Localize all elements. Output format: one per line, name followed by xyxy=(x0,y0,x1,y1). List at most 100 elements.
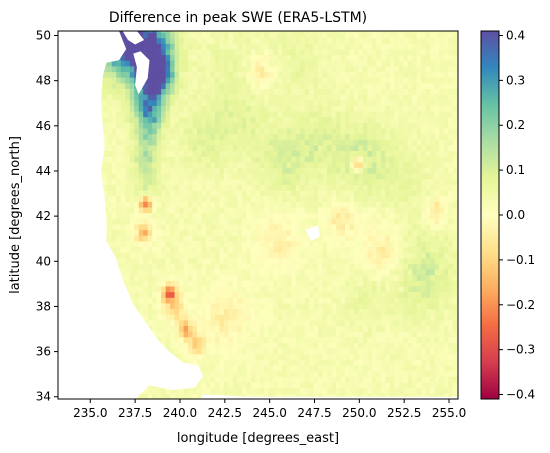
heatmap-cell xyxy=(223,195,229,202)
heatmap-cell xyxy=(434,150,440,157)
heatmap-cell xyxy=(264,376,270,383)
heatmap-cell xyxy=(152,274,158,281)
heatmap-cell xyxy=(403,116,409,123)
heatmap-cell xyxy=(443,184,449,191)
heatmap-cell xyxy=(416,111,422,118)
heatmap-cell xyxy=(407,286,413,293)
heatmap-cell xyxy=(179,229,184,236)
heatmap-cell xyxy=(188,82,193,89)
heatmap-cell xyxy=(241,195,247,202)
heatmap-cell xyxy=(165,218,171,225)
heatmap-cell xyxy=(152,161,158,168)
heatmap-cell xyxy=(367,218,373,225)
heatmap-cell xyxy=(452,167,458,174)
heatmap-cell xyxy=(295,99,301,106)
heatmap-cell xyxy=(380,291,386,298)
heatmap-cell xyxy=(201,257,207,264)
heatmap-cell xyxy=(241,365,247,372)
heatmap-cell xyxy=(345,150,350,157)
heatmap-cell xyxy=(138,207,144,214)
heatmap-cell xyxy=(161,150,167,157)
heatmap-cell xyxy=(188,178,193,185)
heatmap-cell xyxy=(223,224,229,231)
heatmap-cell xyxy=(129,105,135,112)
heatmap-cell xyxy=(255,393,261,399)
heatmap-cell xyxy=(304,280,310,287)
heatmap-cell xyxy=(179,269,184,276)
heatmap-cell xyxy=(138,229,144,236)
heatmap-cell xyxy=(165,88,171,95)
heatmap-cell xyxy=(300,359,306,366)
heatmap-cell xyxy=(246,145,252,152)
heatmap-cell xyxy=(147,150,153,157)
heatmap-cell xyxy=(434,336,440,343)
heatmap-cell xyxy=(452,201,458,208)
heatmap-cell xyxy=(380,116,386,123)
heatmap-cell xyxy=(421,190,427,197)
heatmap-cell xyxy=(367,280,373,287)
heatmap-cell xyxy=(143,195,149,202)
heatmap-cell xyxy=(264,88,270,95)
heatmap-cell xyxy=(255,280,261,287)
heatmap-cell xyxy=(336,365,341,372)
heatmap-cell xyxy=(228,184,234,191)
heatmap-cell xyxy=(430,156,436,163)
heatmap-cell xyxy=(241,376,247,383)
heatmap-cell xyxy=(102,94,108,101)
heatmap-cell xyxy=(241,94,247,101)
heatmap-cell xyxy=(255,173,261,180)
heatmap-cell xyxy=(250,336,256,343)
heatmap-cell xyxy=(376,308,382,315)
heatmap-cell xyxy=(331,218,337,225)
heatmap-cell xyxy=(412,297,418,304)
heatmap-cell xyxy=(223,382,229,389)
heatmap-cell xyxy=(129,286,135,293)
heatmap-cell xyxy=(138,274,144,281)
heatmap-cell xyxy=(318,207,323,214)
heatmap-cell xyxy=(201,161,207,168)
heatmap-cell xyxy=(223,156,229,163)
heatmap-cell xyxy=(259,382,265,389)
heatmap-cell xyxy=(336,229,341,236)
heatmap-cell xyxy=(232,190,238,197)
heatmap-cell xyxy=(250,156,256,163)
heatmap-cell xyxy=(282,257,288,264)
heatmap-cell xyxy=(223,94,229,101)
heatmap-cell xyxy=(183,353,189,360)
heatmap-cell xyxy=(318,314,323,321)
heatmap-cell xyxy=(264,286,270,293)
heatmap-cell xyxy=(143,207,149,214)
heatmap-cell xyxy=(345,291,350,298)
heatmap-cell xyxy=(443,235,449,242)
heatmap-cell xyxy=(322,240,328,247)
heatmap-cell xyxy=(116,178,122,185)
heatmap-cell xyxy=(228,308,234,315)
heatmap-cell xyxy=(407,207,413,214)
heatmap-cell xyxy=(232,359,238,366)
heatmap-cell xyxy=(161,116,167,123)
heatmap-cell xyxy=(349,105,355,112)
heatmap-cell xyxy=(336,111,341,118)
heatmap-cell xyxy=(309,336,314,343)
heatmap-cell xyxy=(259,212,265,219)
heatmap-cell xyxy=(336,99,341,106)
heatmap-cell xyxy=(188,263,193,270)
heatmap-cell xyxy=(192,359,198,366)
heatmap-cell xyxy=(250,82,256,89)
heatmap-cell xyxy=(268,133,274,140)
heatmap-cell xyxy=(362,387,368,394)
heatmap-cell xyxy=(183,240,189,247)
heatmap-cell xyxy=(210,105,216,112)
heatmap-cell xyxy=(407,269,413,276)
heatmap-cell xyxy=(304,122,310,129)
heatmap-cell xyxy=(367,94,373,101)
heatmap-cell xyxy=(340,190,346,197)
heatmap-cell xyxy=(309,393,314,399)
heatmap-cell xyxy=(125,240,131,247)
heatmap-cell xyxy=(300,308,306,315)
heatmap-cell xyxy=(448,291,454,298)
heatmap-cell xyxy=(448,263,454,270)
heatmap-cell xyxy=(147,252,153,259)
heatmap-cell xyxy=(183,201,189,208)
heatmap-cell xyxy=(394,359,400,366)
